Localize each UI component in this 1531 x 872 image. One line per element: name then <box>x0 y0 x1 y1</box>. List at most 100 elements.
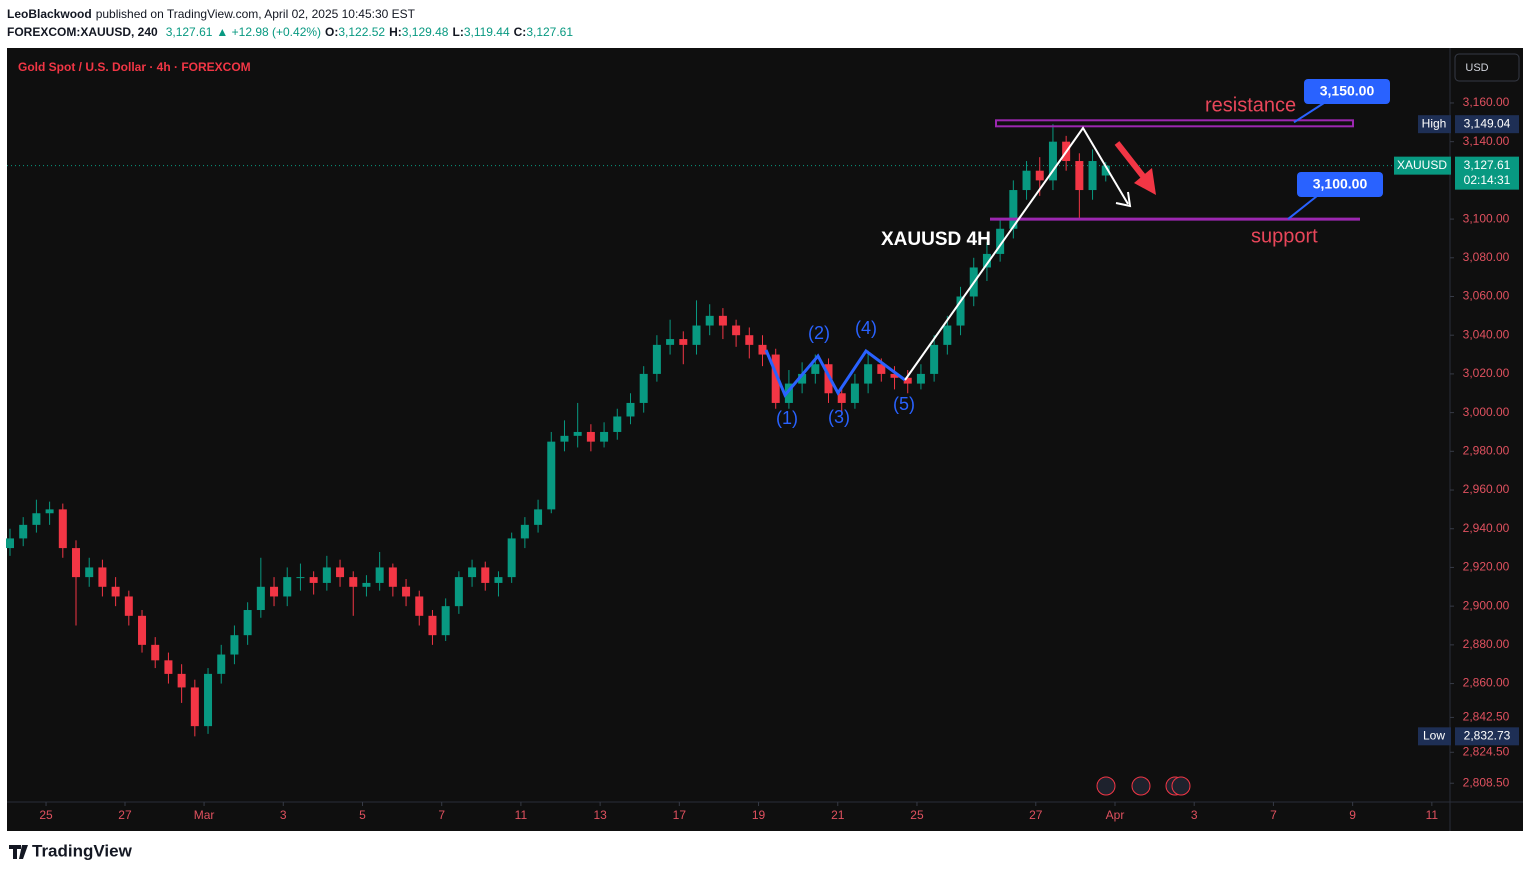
y-tick-label: 3,160.00 <box>1463 95 1510 109</box>
candle-body <box>507 538 516 578</box>
wave-label: (2) <box>808 323 830 343</box>
y-tick-label: 2,824.50 <box>1463 744 1510 758</box>
author: LeoBlackwood <box>7 7 92 21</box>
candle-body <box>771 354 780 403</box>
candle-body <box>573 431 582 436</box>
candle-body <box>336 567 345 578</box>
y-tick-label: 2,860.00 <box>1463 676 1510 690</box>
candle-body <box>151 644 160 661</box>
x-tick-label: Apr <box>1106 808 1125 822</box>
ohlc-label: L: <box>452 25 463 39</box>
candle-body <box>1101 165 1110 176</box>
candle-body <box>164 660 173 674</box>
x-tick-label: 3 <box>280 808 287 822</box>
ohlc-label: H: <box>389 25 402 39</box>
y-tick-label: 3,080.00 <box>1463 250 1510 264</box>
candle-body <box>705 315 714 326</box>
brand: TradingView <box>32 841 133 860</box>
callout-label: 3,100.00 <box>1313 176 1368 192</box>
candle-body <box>98 567 107 587</box>
support-text: support <box>1251 225 1318 247</box>
candle-body <box>177 673 186 688</box>
candle-body <box>877 364 886 374</box>
candle-body <box>32 513 41 525</box>
candle-body <box>494 577 503 583</box>
candle-body <box>415 596 424 616</box>
symbol: FOREXCOM:XAUUSD, 240 <box>7 25 158 39</box>
x-tick-label: 13 <box>593 808 607 822</box>
candle-body <box>111 586 120 597</box>
candle-body <box>837 393 846 403</box>
candle-body <box>19 524 28 539</box>
candle-body <box>943 325 952 345</box>
x-tick-label: 27 <box>118 808 132 822</box>
candle-body <box>283 577 292 597</box>
candle-body <box>732 325 741 336</box>
y-tick-label: 2,960.00 <box>1463 482 1510 496</box>
wave-line <box>764 348 906 398</box>
candle-body <box>666 339 675 345</box>
candle-body <box>798 373 807 384</box>
y-tick-label: 2,880.00 <box>1463 637 1510 651</box>
x-tick-label: 5 <box>359 808 366 822</box>
candle-body <box>824 364 833 394</box>
header-line-2: FOREXCOM:XAUUSD, 240 3,127.61 ▲ +12.98 (+0… <box>7 25 573 39</box>
y-tick-label: 2,980.00 <box>1463 443 1510 457</box>
candle-body <box>996 228 1005 254</box>
resistance-zone <box>995 119 1354 128</box>
candle-body <box>402 586 411 597</box>
x-tick-label: 25 <box>39 808 53 822</box>
candle-body <box>600 431 609 442</box>
x-tick-label: 19 <box>752 808 766 822</box>
x-tick-label: 11 <box>1426 808 1439 822</box>
candle-body <box>388 567 397 587</box>
candle-body <box>6 538 14 549</box>
candle-body <box>784 383 793 403</box>
high-tag-name-box <box>1418 115 1451 134</box>
last: 3,127.61 <box>166 25 213 39</box>
low-tag-name: Low <box>1423 729 1445 743</box>
candle-body <box>652 344 661 374</box>
candle-body <box>441 606 450 636</box>
candle-body <box>349 577 358 587</box>
y-tick-label: 2,842.50 <box>1463 710 1510 724</box>
candle-body <box>45 509 54 514</box>
event-icon <box>1131 776 1151 796</box>
last-tag-box <box>1455 156 1519 190</box>
candle-body <box>626 402 635 417</box>
y-tick-label: 2,940.00 <box>1463 521 1510 535</box>
x-tick-label: 17 <box>673 808 687 822</box>
low-tag-box <box>1455 727 1519 746</box>
y-tick-label: 2,900.00 <box>1463 598 1510 612</box>
candle-body <box>256 586 265 611</box>
ohlc-label: O: <box>325 25 338 39</box>
candle-body <box>1022 170 1031 191</box>
event-icons <box>1096 776 1191 796</box>
candle-body <box>217 654 226 674</box>
x-tick-label: 21 <box>831 808 845 822</box>
event-icon <box>1096 776 1116 796</box>
candle-body <box>956 296 965 326</box>
x-tick-label: 11 <box>515 808 528 822</box>
high-tag-name: High <box>1422 116 1447 130</box>
candle-body <box>85 567 94 578</box>
callout-box <box>1304 79 1390 104</box>
x-tick-label: 7 <box>1270 808 1277 822</box>
candle-body <box>230 635 239 655</box>
candle-body <box>124 596 133 616</box>
down-arrow-head <box>1134 168 1156 195</box>
legend-title: Gold Spot / U.S. Dollar · 4h · FOREXCOM <box>18 60 251 74</box>
currency-button[interactable] <box>1454 53 1520 82</box>
x-tick-label: 9 <box>1349 808 1356 822</box>
y-tick-label: 3,040.00 <box>1463 327 1510 341</box>
candle-body <box>679 339 688 345</box>
candle-body <box>190 687 199 727</box>
candle-body <box>586 431 595 442</box>
candle-body <box>322 567 331 583</box>
candle-body <box>718 315 727 326</box>
projection-arrowhead <box>1115 191 1132 208</box>
candle-body <box>481 567 490 583</box>
candle-body <box>270 586 279 597</box>
last-tag-name: XAUUSD <box>1397 158 1447 172</box>
